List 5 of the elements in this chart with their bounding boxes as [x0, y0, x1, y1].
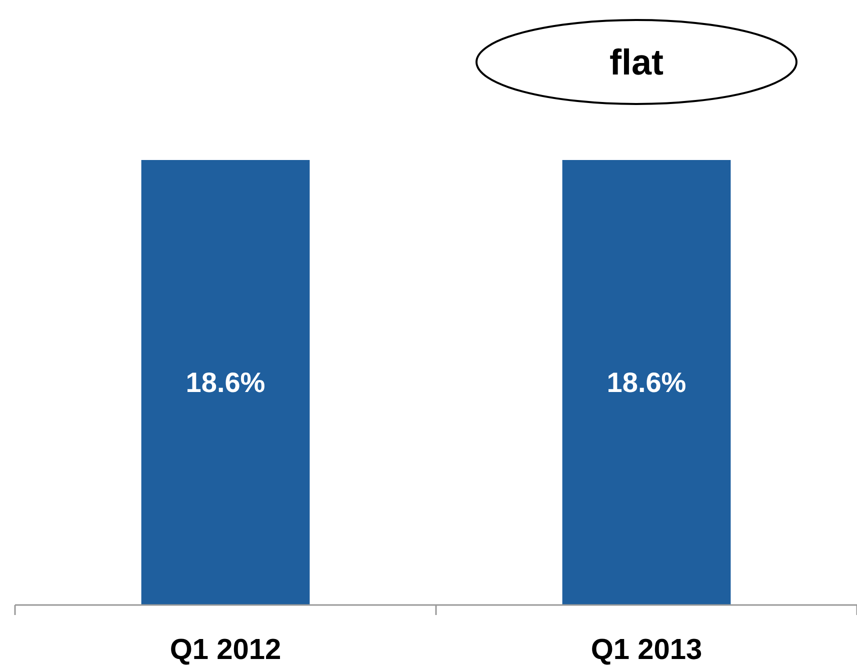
x-tick-label: Q1 2012 [170, 634, 282, 666]
x-tick-label: Q1 2013 [590, 634, 702, 666]
text: flat [610, 42, 664, 82]
data-label: 18.6% [186, 367, 266, 398]
data-label: 18.6% [606, 367, 686, 398]
